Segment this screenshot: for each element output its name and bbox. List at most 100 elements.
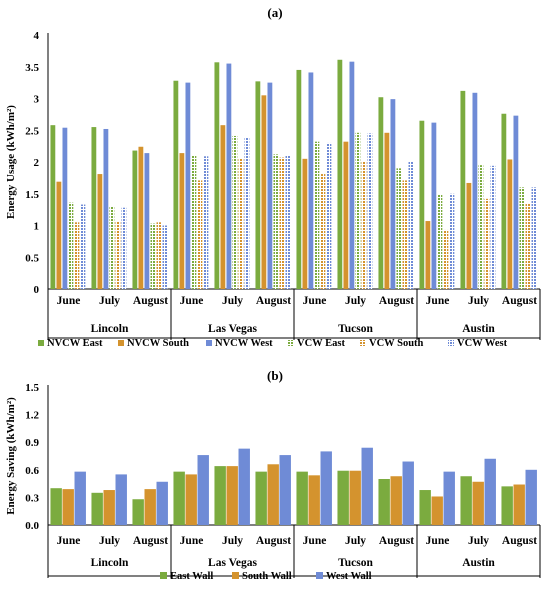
bar bbox=[50, 488, 62, 525]
bar bbox=[62, 127, 68, 290]
x-tick-label: August bbox=[133, 295, 168, 307]
bar bbox=[74, 222, 80, 289]
chart-b-plot-area: 0.0 0.3 0.6 0.9 1.2 1.5 June July August June July… bbox=[25, 382, 541, 578]
bar bbox=[419, 490, 431, 525]
x-tick-label: June bbox=[426, 535, 450, 547]
bar bbox=[80, 204, 86, 289]
bar bbox=[296, 69, 302, 289]
legend-label: VCW East bbox=[297, 338, 345, 349]
legend-swatch bbox=[316, 572, 323, 579]
bar bbox=[396, 168, 402, 289]
bar bbox=[273, 154, 279, 289]
bar bbox=[466, 182, 472, 289]
legend-swatch bbox=[118, 340, 124, 346]
bar bbox=[478, 165, 484, 289]
bar bbox=[525, 203, 531, 289]
y-tick-label: 0.9 bbox=[25, 437, 39, 449]
chart-b-title: (b) bbox=[267, 368, 283, 383]
bar bbox=[121, 207, 127, 289]
bar bbox=[56, 181, 62, 289]
series-vcw-west bbox=[80, 133, 537, 289]
bar bbox=[267, 464, 279, 525]
bar bbox=[484, 458, 496, 525]
group-label: Lincoln bbox=[91, 557, 129, 569]
bar bbox=[425, 221, 431, 289]
bar bbox=[279, 157, 285, 289]
bar bbox=[238, 448, 250, 525]
bar bbox=[185, 474, 197, 525]
bar bbox=[484, 198, 490, 289]
x-tick-label: August bbox=[133, 535, 168, 547]
bar bbox=[525, 469, 537, 525]
bar bbox=[314, 141, 320, 289]
bar bbox=[179, 153, 185, 289]
bar bbox=[62, 489, 74, 525]
y-tick-label: 0.0 bbox=[25, 520, 39, 532]
bar bbox=[490, 165, 496, 289]
bar bbox=[472, 481, 484, 525]
x-tick-label: July bbox=[222, 535, 243, 547]
bar bbox=[214, 62, 220, 290]
bar bbox=[501, 486, 513, 525]
x-tick-label: July bbox=[99, 535, 120, 547]
x-tick-label: August bbox=[379, 295, 414, 307]
series-nvcw-south bbox=[56, 95, 513, 289]
bar bbox=[367, 133, 373, 289]
bar bbox=[402, 461, 414, 525]
bar bbox=[431, 496, 443, 525]
bar bbox=[238, 158, 244, 289]
group-label: Tucson bbox=[338, 323, 373, 335]
bar bbox=[431, 122, 437, 289]
bar bbox=[267, 82, 273, 289]
x-tick-label: June bbox=[180, 295, 204, 307]
bar bbox=[402, 180, 408, 289]
bar bbox=[472, 92, 478, 289]
y-tick-label: 0.5 bbox=[25, 252, 39, 264]
chart-a-legend: NVCW East NVCW South NVCW West VCW East VCW … bbox=[38, 338, 508, 349]
legend-swatch bbox=[288, 340, 294, 346]
bar bbox=[302, 158, 308, 289]
y-tick-label: 3.5 bbox=[25, 62, 39, 74]
y-tick-label: 4 bbox=[34, 30, 40, 42]
bar bbox=[384, 132, 390, 289]
x-tick-label: June bbox=[303, 535, 327, 547]
bar bbox=[173, 80, 179, 289]
legend-label: NVCW East bbox=[47, 338, 103, 349]
x-tick-label: June bbox=[426, 295, 450, 307]
x-tick-label: August bbox=[502, 535, 537, 547]
legend-swatch bbox=[360, 340, 366, 346]
x-tick-label: July bbox=[99, 295, 120, 307]
series-nvcw-west bbox=[62, 61, 519, 290]
bar bbox=[378, 479, 390, 525]
chart-b-y-axis-label: Energy Saving (kWh/m²) bbox=[5, 397, 17, 515]
bar bbox=[109, 206, 115, 289]
legend-label: NVCW South bbox=[127, 338, 189, 349]
x-tick-label: July bbox=[345, 295, 366, 307]
chart-a-y-axis-label: Energy Usage (kWh/m²) bbox=[5, 105, 17, 219]
x-tick-label: August bbox=[502, 295, 537, 307]
bar bbox=[460, 476, 472, 525]
bar bbox=[132, 499, 144, 525]
y-tick-label: 1.2 bbox=[25, 410, 39, 422]
bar bbox=[449, 193, 455, 289]
bar bbox=[115, 474, 127, 525]
bar bbox=[378, 97, 384, 289]
bar bbox=[531, 187, 537, 289]
bar bbox=[326, 142, 332, 289]
chart-energy-usage: (a) Energy Usage (kWh/m²) 0 0.5 1 1.5 2 2.5 3 3… bbox=[5, 5, 541, 349]
bar bbox=[285, 155, 291, 289]
group-label: Austin bbox=[462, 323, 495, 335]
bar bbox=[74, 471, 86, 525]
bar bbox=[144, 153, 150, 289]
bar bbox=[337, 470, 349, 525]
chart-energy-saving: (b) Energy Saving (kWh/m²) 0.0 0.3 0.6 0.9 1… bbox=[5, 368, 541, 582]
x-tick-label: July bbox=[222, 295, 243, 307]
bar bbox=[419, 120, 425, 289]
bar bbox=[443, 229, 449, 289]
bar bbox=[337, 59, 343, 289]
bar bbox=[91, 492, 103, 525]
bar bbox=[156, 222, 162, 289]
legend-swatch bbox=[38, 340, 44, 346]
bar bbox=[197, 455, 209, 525]
bar bbox=[203, 156, 209, 289]
